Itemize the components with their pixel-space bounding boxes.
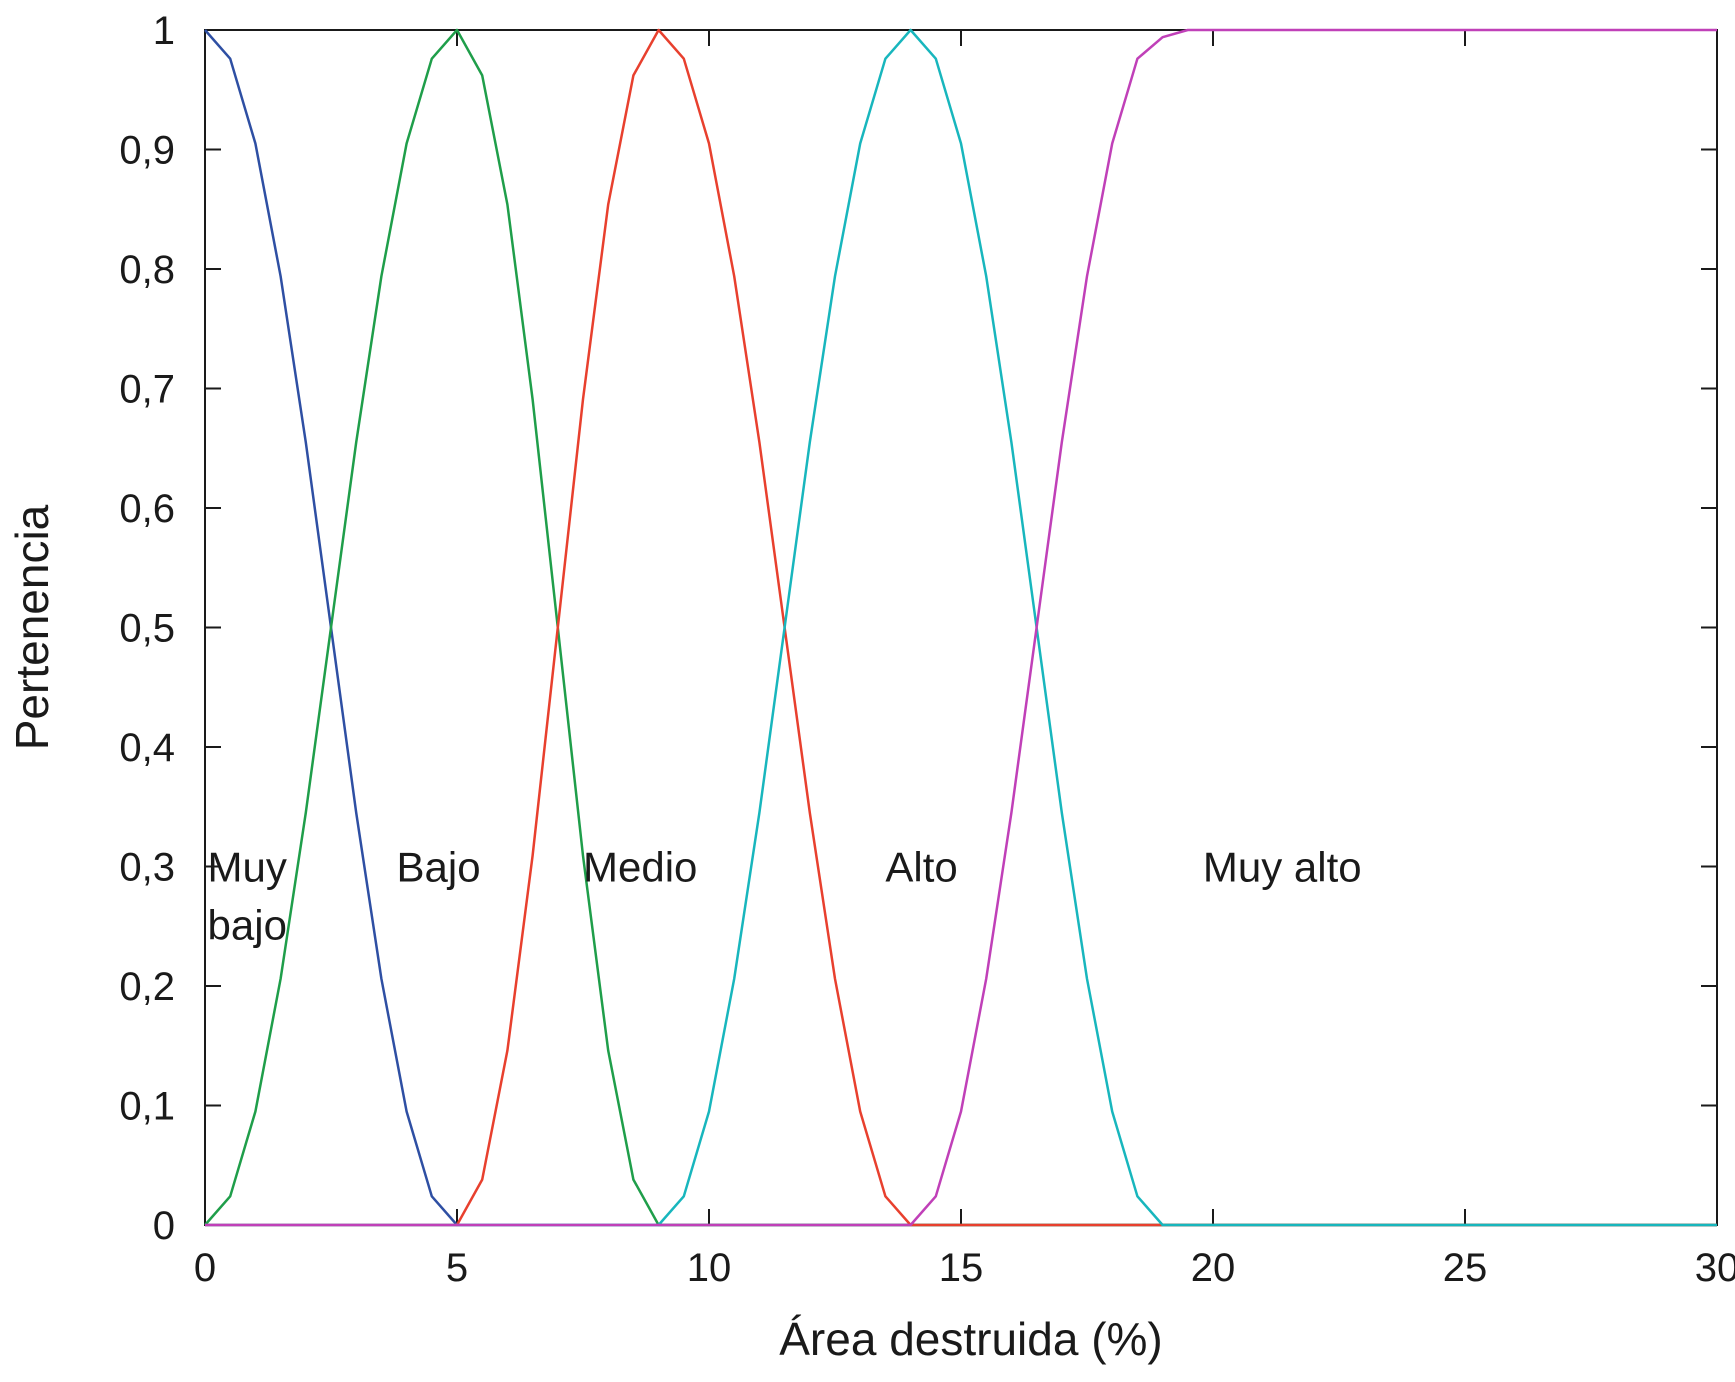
y-tick-label: 0 — [153, 1204, 175, 1248]
x-tick-label: 10 — [687, 1246, 732, 1290]
series-line-alto — [205, 28, 1717, 1227]
y-tick-label: 0,9 — [119, 129, 175, 173]
series-label: Medio — [583, 844, 697, 891]
y-tick-label: 0,5 — [119, 607, 175, 651]
series-layer — [204, 28, 1717, 1227]
plot-frame — [204, 29, 1718, 1226]
y-tick-label: 0,2 — [119, 965, 175, 1009]
x-tick-label: 20 — [1191, 1246, 1236, 1290]
x-tick-label: 15 — [939, 1246, 984, 1290]
x-tick-label: 0 — [194, 1246, 216, 1290]
labels-layer: Muy bajo Bajo Medio Alto Muy alto — [208, 844, 1362, 949]
x-axis-title: Área destruida (%) — [779, 1313, 1163, 1365]
x-tick-label: 30 — [1695, 1246, 1735, 1290]
series-label: Bajo — [397, 844, 481, 891]
series-line-medio — [205, 28, 1717, 1227]
x-tick-label: 25 — [1443, 1246, 1488, 1290]
ticks-layer: 0 5 10 15 20 25 30 0 0,1 0,2 0,3 0,4 0,5 0,6 0,7 0,8 0,9… — [119, 9, 1735, 1290]
x-tick-label: 5 — [446, 1246, 468, 1290]
series-line-muy-alto — [205, 28, 1717, 1227]
y-tick-label: 0,4 — [119, 726, 175, 770]
series-label: bajo — [208, 902, 287, 949]
y-tick-label: 0,1 — [119, 1085, 175, 1129]
y-axis-title: Pertenencia — [6, 504, 58, 750]
y-tick-label: 0,3 — [119, 846, 175, 890]
series-label: Muy — [208, 844, 287, 891]
y-tick-label: 1 — [153, 9, 175, 53]
y-tick-label: 0,7 — [119, 368, 175, 412]
series-line-bajo — [204, 28, 1717, 1227]
series-label: Alto — [885, 844, 957, 891]
series-label: Muy alto — [1203, 844, 1362, 891]
series-line-muy-bajo — [204, 29, 1717, 1227]
y-tick-label: 0,6 — [119, 487, 175, 531]
y-tick-label: 0,8 — [119, 248, 175, 292]
